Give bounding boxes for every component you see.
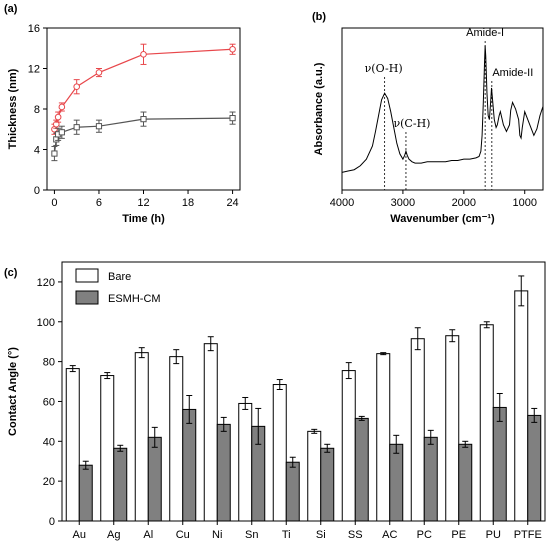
panel-b-x-tick-label: 1000: [512, 197, 536, 209]
panel-c-bar-esmh-cm: [458, 443, 473, 522]
panel-a-series-0-point: [229, 45, 236, 53]
panel-a-series-0-point: [95, 69, 103, 76]
panel-c-legend-label-1: ESMH-CM: [108, 293, 161, 305]
panel-c-category-label: PU: [486, 529, 501, 541]
panel-a-series-1-point: [95, 123, 103, 130]
panel-c-legend-swatch-1: [75, 290, 99, 305]
panel-c-category-label: PE: [451, 529, 466, 541]
panel-c-bar-bare: [100, 375, 115, 522]
panel-c-legend-label-0: Bare: [108, 271, 131, 283]
panel-c-category-label: AC: [382, 529, 397, 541]
panel-b-annotation-3: Amide-II: [492, 67, 533, 79]
panel-c-y-tick-label: 100: [37, 317, 55, 329]
panel-a-line-chart: (a) 0 6 12 18 24 0 4 8 12 16 Time (h) Thickness (nm…: [4, 3, 241, 225]
panel-c-legend-swatch-0: [75, 268, 99, 283]
panel-a-series-0-point: [73, 83, 80, 91]
panel-a-series-1-point: [51, 150, 58, 157]
panel-c-category-label: Cu: [176, 529, 190, 541]
panel-c-bar-esmh-cm: [354, 417, 369, 522]
panel-a-y-tick-label: 8: [34, 104, 40, 116]
panel-c-bar-bare: [203, 343, 218, 522]
panel-c-bar-bare: [376, 353, 391, 522]
panel-c-label: (c): [4, 267, 18, 279]
panel-a-series-1-point: [73, 124, 80, 131]
panel-c-bar-bare: [410, 338, 425, 522]
panel-a-x-tick-label: 12: [137, 197, 149, 209]
panel-c-bar-esmh-cm: [389, 443, 404, 522]
panel-c-bar-bare: [65, 368, 80, 522]
panel-b-label: (b): [312, 11, 326, 23]
panel-b-annotation-1: ν(C-H): [393, 117, 430, 130]
panel-a-series-0-point: [54, 113, 62, 121]
panel-a-x-axis-label: Time (h): [122, 213, 165, 225]
panel-c-y-axis-label: Contact Angle (°): [7, 347, 19, 436]
panel-c-bar-esmh-cm: [147, 436, 162, 522]
panel-c-category-label: Ti: [282, 529, 291, 541]
panel-c-bar-esmh-cm: [216, 423, 231, 522]
panel-c-bar-esmh-cm: [492, 406, 507, 522]
panel-c-y-tick-label: 40: [43, 436, 55, 448]
panel-c-y-tick-label: 60: [43, 396, 55, 408]
panel-c-frame: [61, 261, 546, 522]
panel-a-y-tick-label: 4: [34, 145, 40, 157]
panel-c-bar-bare: [341, 370, 356, 522]
panel-c-bar-bare: [169, 356, 184, 522]
panel-c-bar-esmh-cm: [78, 464, 93, 522]
panel-a-series-1-point: [229, 115, 236, 122]
panel-c-category-label: PTFE: [514, 529, 542, 541]
panel-a-y-tick-label: 0: [34, 185, 40, 197]
panel-a-x-tick-label: 24: [226, 197, 238, 209]
panel-a-y-tick-label: 16: [28, 23, 40, 35]
panel-c-bar-bare: [238, 402, 253, 522]
panel-b-spectrum: (b) 4000 3000 2000 1000 Wavenumber (cm⁻¹) Abs…: [312, 11, 544, 225]
panel-c-bar-bare: [514, 290, 529, 522]
panel-a-y-tick-label: 12: [28, 64, 40, 76]
panel-b-annotation-2: Amide-I: [466, 27, 504, 39]
panel-a-x-tick-label: 0: [51, 197, 57, 209]
panel-c-category-label: Al: [143, 529, 153, 541]
panel-c-category-label: SS: [348, 529, 363, 541]
panel-c-category-label: Sn: [245, 529, 258, 541]
panel-c-bar-bare: [272, 384, 287, 522]
panel-a-series-0-point: [52, 120, 60, 128]
panel-c-category-label: Ni: [212, 529, 222, 541]
panel-c-category-label: Ag: [107, 529, 120, 541]
panel-c-bar-esmh-cm: [113, 447, 128, 522]
panel-a-label: (a): [4, 3, 18, 15]
panel-c-bar-bare: [134, 352, 149, 522]
panel-b-x-tick-label: 3000: [391, 197, 415, 209]
panel-b-spectrum-line: [341, 45, 544, 173]
panel-c-bar-chart: (c) 0 20 40 60 80 100 120 Contact Angle (°) Au Ag…: [4, 261, 546, 541]
panel-c-bar-esmh-cm: [182, 408, 197, 522]
panel-a-series-0-point: [58, 103, 66, 111]
panel-c-category-label: Si: [316, 529, 326, 541]
panel-a-series-0-point: [140, 51, 147, 58]
panel-c-bar-esmh-cm: [423, 436, 438, 522]
panel-c-y-tick-label: 0: [49, 516, 55, 528]
panel-b-x-tick-label: 2000: [452, 197, 476, 209]
panel-c-bar-esmh-cm: [320, 447, 335, 522]
panel-c-bar-esmh-cm: [527, 414, 542, 522]
panel-a-x-tick-label: 6: [96, 197, 102, 209]
panel-c-bar-bare: [307, 430, 322, 522]
panel-c-category-label: PC: [417, 529, 432, 541]
panel-a-x-tick-label: 18: [182, 197, 194, 209]
panel-c-category-label: Au: [73, 529, 86, 541]
panel-b-x-tick-label: 4000: [330, 197, 354, 209]
panel-c-y-tick-label: 20: [43, 476, 55, 488]
panel-c-y-tick-label: 120: [37, 277, 55, 289]
panel-a-series-1-point: [140, 116, 147, 123]
panel-c-bar-esmh-cm: [285, 461, 300, 522]
panel-c-y-tick-label: 80: [43, 357, 55, 369]
panel-b-frame: [341, 27, 544, 191]
panel-b-y-axis-label: Absorbance (a.u.): [313, 62, 325, 155]
panel-c-bar-bare: [445, 335, 460, 522]
panel-c-bar-bare: [479, 324, 494, 522]
panel-a-y-axis-label: Thickness (nm): [7, 68, 19, 149]
panel-b-annotation-0: ν(O-H): [365, 62, 403, 75]
panel-a-series-1-point: [58, 129, 65, 136]
panel-b-x-axis-label: Wavenumber (cm⁻¹): [390, 213, 495, 225]
